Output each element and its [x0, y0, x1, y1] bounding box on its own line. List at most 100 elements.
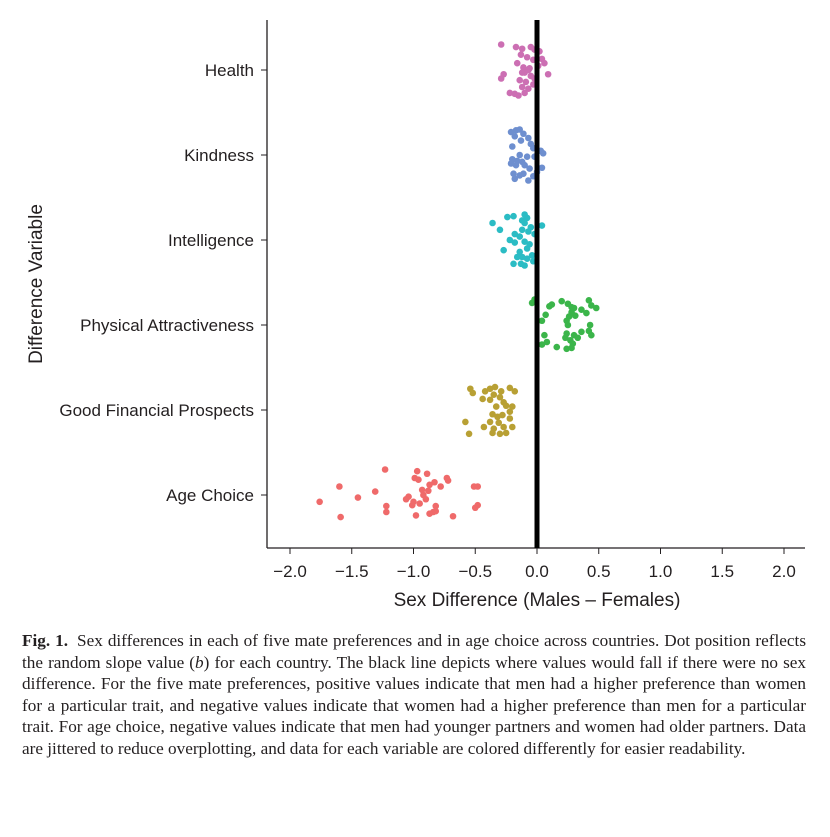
- data-point: [423, 470, 431, 478]
- data-point: [571, 312, 579, 319]
- data-point: [486, 418, 494, 426]
- data-point: [412, 512, 420, 519]
- data-point: [539, 150, 547, 157]
- x-tick-label: −1.5: [335, 562, 369, 581]
- data-point: [492, 403, 500, 410]
- data-point: [405, 493, 412, 501]
- data-point: [585, 297, 593, 304]
- data-point: [511, 230, 519, 238]
- data-point: [496, 226, 504, 234]
- strip-plot-figure: −2.0 −1.5 −1.0 −0.5 0.0 0.5 1.0 1.5 2.0 Health Kin…: [26, 20, 805, 610]
- data-point: [517, 51, 525, 58]
- data-point: [583, 309, 590, 317]
- data-point: [511, 388, 519, 395]
- y-tick-label: Intelligence: [168, 231, 254, 250]
- caption-italic: b: [195, 652, 204, 672]
- data-point: [574, 334, 582, 342]
- x-tick-label: 1.0: [649, 562, 673, 581]
- data-point: [316, 498, 323, 506]
- x-tick-label: 0.5: [587, 562, 611, 581]
- series-health: [497, 41, 552, 99]
- data-point: [354, 494, 362, 501]
- x-tick-label: −1.0: [397, 562, 431, 581]
- data-point: [517, 137, 525, 144]
- data-point: [495, 419, 503, 427]
- data-point: [486, 396, 494, 404]
- data-point: [538, 164, 546, 172]
- data-point: [489, 429, 496, 437]
- data-point: [371, 488, 379, 495]
- data-point: [521, 262, 528, 269]
- data-point: [469, 389, 477, 397]
- data-point: [418, 486, 426, 494]
- data-point: [383, 508, 390, 516]
- data-point: [511, 175, 519, 183]
- data-point: [525, 134, 532, 142]
- data-point: [520, 64, 527, 71]
- data-point: [512, 43, 520, 51]
- figure-caption: Fig. 1. Sex differences in each of five …: [22, 630, 806, 759]
- data-point: [500, 423, 507, 431]
- data-point: [462, 418, 469, 426]
- y-axis-title: Difference Variable: [26, 204, 47, 364]
- data-point: [506, 415, 514, 422]
- data-point: [564, 321, 572, 329]
- data-point: [502, 429, 510, 437]
- data-point: [509, 143, 516, 150]
- data-point: [381, 466, 389, 473]
- data-point: [525, 85, 532, 92]
- data-point: [516, 151, 524, 159]
- data-point: [496, 430, 504, 438]
- data-point: [568, 344, 575, 352]
- data-point: [543, 338, 551, 346]
- data-point: [449, 512, 457, 520]
- data-point: [480, 423, 488, 431]
- data-point: [422, 495, 430, 503]
- data-point: [497, 41, 505, 48]
- data-point: [504, 213, 511, 221]
- data-point: [510, 170, 517, 177]
- data-point: [541, 59, 548, 67]
- y-tick-label: Physical Attractiveness: [80, 316, 254, 335]
- data-point: [558, 297, 565, 305]
- x-axis-title: Sex Difference (Males – Females): [394, 590, 681, 610]
- data-point: [416, 500, 423, 507]
- axes: −2.0 −1.5 −1.0 −0.5 0.0 0.5 1.0 1.5 2.0 Health Kin…: [59, 20, 805, 581]
- series-kindness: [507, 126, 547, 184]
- data-point: [496, 393, 504, 401]
- data-point: [502, 402, 510, 410]
- data-point: [563, 345, 570, 353]
- data-point: [521, 219, 528, 227]
- data-point: [413, 467, 421, 475]
- data-point: [516, 233, 524, 240]
- data-point: [520, 130, 527, 138]
- data-point: [588, 302, 595, 309]
- y-tick-label: Health: [205, 61, 254, 80]
- y-tick-label: Good Financial Prospects: [59, 401, 254, 420]
- data-point: [520, 170, 527, 177]
- data-point: [489, 410, 496, 418]
- data-point: [383, 502, 390, 510]
- data-point: [465, 430, 473, 438]
- data-point: [592, 304, 600, 312]
- x-tick-label: −2.0: [273, 562, 307, 581]
- data-point: [525, 177, 532, 184]
- data-point: [523, 153, 531, 160]
- caption-label: Fig. 1.: [22, 631, 69, 650]
- data-point: [491, 383, 499, 391]
- data-point: [538, 317, 546, 325]
- data-point: [562, 334, 569, 342]
- data-point: [489, 219, 496, 227]
- data-point: [511, 133, 519, 140]
- data-point: [516, 126, 524, 133]
- data-point: [518, 83, 526, 91]
- data-point: [516, 76, 524, 84]
- x-tick-label: 1.5: [710, 562, 734, 581]
- data-point: [515, 92, 522, 99]
- data-point: [523, 245, 531, 252]
- caption-text-after: ) for each country. The black line depic…: [22, 652, 806, 758]
- data-point: [444, 477, 452, 484]
- series-good-financial-prospects: [462, 383, 519, 438]
- y-tick-label: Kindness: [184, 146, 254, 165]
- data-point: [521, 161, 528, 169]
